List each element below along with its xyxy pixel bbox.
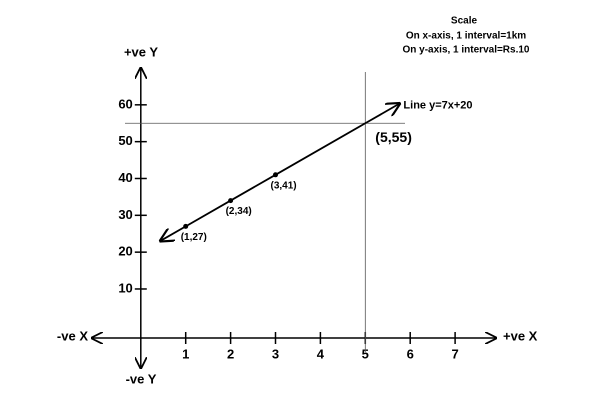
scale-title: Scale bbox=[451, 16, 478, 27]
x-tick-label: 6 bbox=[407, 346, 414, 361]
scale-line: On y-axis, 1 interval=Rs.10 bbox=[402, 45, 529, 56]
y-tick-label: 20 bbox=[118, 244, 132, 259]
x-tick-label: 4 bbox=[317, 346, 325, 361]
y-tick-label: 10 bbox=[118, 280, 132, 295]
x-tick-label: 1 bbox=[182, 346, 189, 361]
point bbox=[228, 198, 234, 204]
point-label: (3,41) bbox=[271, 180, 297, 191]
axis-label: -ve Y bbox=[126, 371, 157, 386]
line bbox=[185, 122, 366, 228]
point bbox=[273, 172, 278, 178]
point-label: (2,34) bbox=[226, 206, 252, 217]
x-tick-label: 5 bbox=[362, 346, 369, 361]
y-tick-label: 30 bbox=[118, 207, 132, 222]
line-extension bbox=[161, 225, 187, 240]
y-tick-label: 50 bbox=[118, 133, 132, 148]
x-tick-label: 2 bbox=[227, 346, 234, 361]
axis-label: +ve Y bbox=[124, 44, 158, 59]
x-tick-label: 3 bbox=[272, 346, 279, 361]
x-tick-label: 7 bbox=[451, 346, 458, 361]
point-label: (5,55) bbox=[375, 129, 412, 145]
point-label: (1,27) bbox=[181, 232, 207, 243]
line-label: Line y=7x+20 bbox=[403, 100, 472, 112]
axis-label: +ve X bbox=[503, 328, 538, 343]
point bbox=[183, 223, 189, 229]
axis-label: -ve X bbox=[57, 328, 88, 343]
scale-line: On x-axis, 1 interval=1km bbox=[406, 31, 526, 42]
y-tick-label: 40 bbox=[118, 170, 132, 185]
y-tick-label: 60 bbox=[118, 96, 132, 111]
line-extension bbox=[364, 104, 399, 125]
